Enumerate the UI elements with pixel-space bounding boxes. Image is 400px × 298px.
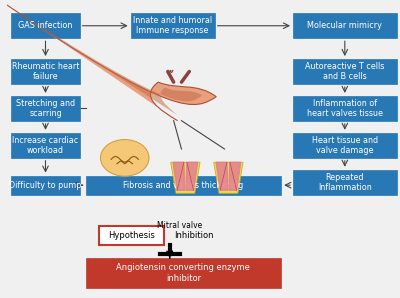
FancyBboxPatch shape [99,226,164,245]
Text: Heart tissue and
valve damage: Heart tissue and valve damage [312,136,378,155]
Polygon shape [216,162,228,190]
Polygon shape [229,162,241,190]
Text: Stretching and
scarring: Stretching and scarring [16,99,75,118]
Text: Angiotensin converting enzyme
inhibitor: Angiotensin converting enzyme inhibitor [116,263,250,283]
Circle shape [100,139,149,176]
Text: GAS infection: GAS infection [18,21,73,30]
FancyBboxPatch shape [293,170,397,195]
FancyBboxPatch shape [11,176,80,195]
Text: Difficulty to pump: Difficulty to pump [9,181,82,190]
Polygon shape [173,162,185,190]
Text: Inhibition: Inhibition [174,231,213,240]
Text: Repeated
Inflammation: Repeated Inflammation [318,173,372,192]
Polygon shape [214,162,243,193]
FancyBboxPatch shape [11,59,80,84]
Text: Molecular mimicry: Molecular mimicry [307,21,382,30]
FancyBboxPatch shape [293,133,397,158]
Text: Hypothesis: Hypothesis [108,231,155,240]
Polygon shape [171,162,200,193]
FancyBboxPatch shape [293,13,397,38]
Text: Autoreactive T cells
and B cells: Autoreactive T cells and B cells [305,62,384,81]
Text: Inflammation of
heart valves tissue: Inflammation of heart valves tissue [307,99,383,118]
FancyBboxPatch shape [130,13,215,38]
Text: Rheumatic heart
failure: Rheumatic heart failure [12,62,79,81]
PathPatch shape [160,87,202,115]
Text: Fibrosis and valves thickening: Fibrosis and valves thickening [123,181,244,190]
FancyBboxPatch shape [293,59,397,84]
FancyBboxPatch shape [293,96,397,121]
Text: Increase cardiac
workload: Increase cardiac workload [12,136,79,155]
FancyBboxPatch shape [11,96,80,121]
Text: Innate and humoral
Immune response: Innate and humoral Immune response [133,16,212,35]
FancyBboxPatch shape [11,13,80,38]
FancyBboxPatch shape [11,133,80,158]
Text: Mitral valve: Mitral valve [157,221,202,230]
Polygon shape [186,162,198,190]
FancyBboxPatch shape [86,176,281,195]
PathPatch shape [150,82,216,121]
FancyBboxPatch shape [86,258,281,288]
